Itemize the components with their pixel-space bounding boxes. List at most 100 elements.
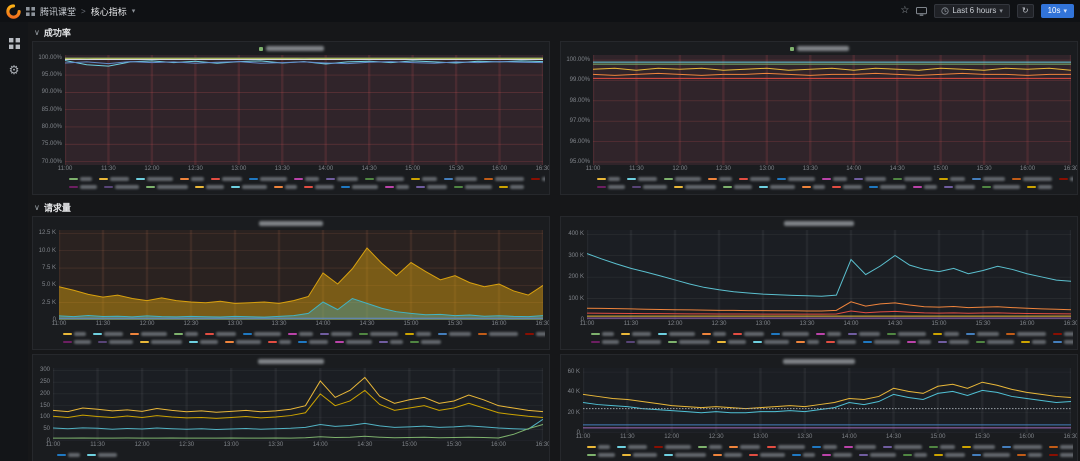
- legend-item[interactable]: [587, 445, 610, 449]
- legend-item[interactable]: [1049, 445, 1073, 449]
- legend-item[interactable]: [268, 340, 291, 344]
- legend-item[interactable]: [802, 185, 825, 189]
- legend-item[interactable]: [597, 177, 620, 181]
- legend-item[interactable]: [411, 177, 437, 181]
- legend-item[interactable]: [231, 185, 267, 189]
- legend-item[interactable]: [627, 177, 657, 181]
- legend-item[interactable]: [913, 185, 937, 189]
- legend-item[interactable]: [753, 340, 789, 344]
- legend-item[interactable]: [189, 340, 218, 344]
- legend-item[interactable]: [723, 185, 752, 189]
- legend-item[interactable]: [816, 332, 841, 336]
- legend-item[interactable]: [591, 340, 619, 344]
- legend-item[interactable]: [288, 332, 313, 336]
- legend-item[interactable]: [749, 453, 785, 457]
- legend-item[interactable]: [733, 332, 764, 336]
- chart-plot[interactable]: [65, 55, 543, 165]
- legend-item[interactable]: [136, 177, 173, 181]
- legend-item[interactable]: [93, 332, 123, 336]
- grafana-logo-icon[interactable]: [0, 0, 26, 22]
- legend-item[interactable]: [416, 185, 447, 189]
- legend-item[interactable]: [525, 332, 545, 336]
- legend-item[interactable]: [844, 445, 876, 449]
- legend-item[interactable]: [792, 453, 815, 457]
- legend-item[interactable]: [854, 177, 886, 181]
- legend-item[interactable]: [87, 453, 117, 457]
- legend-item[interactable]: [929, 445, 955, 449]
- legend-item[interactable]: [587, 453, 615, 457]
- legend-item[interactable]: [982, 185, 1020, 189]
- legend-item[interactable]: [531, 177, 545, 181]
- legend-item[interactable]: [938, 340, 969, 344]
- legend-item[interactable]: [848, 332, 880, 336]
- legend-item[interactable]: [887, 332, 926, 336]
- legend-item[interactable]: [832, 185, 862, 189]
- legend-item[interactable]: [934, 453, 965, 457]
- legend-item[interactable]: [826, 340, 856, 344]
- refresh-button[interactable]: ↻: [1016, 4, 1034, 18]
- legend-item[interactable]: [1053, 340, 1073, 344]
- settings-gear-icon[interactable]: ⚙: [8, 63, 20, 77]
- star-icon[interactable]: ☆: [900, 5, 910, 16]
- legend-item[interactable]: [939, 177, 965, 181]
- legend-item[interactable]: [359, 332, 398, 336]
- legend-item[interactable]: [405, 332, 431, 336]
- legend-item[interactable]: [664, 453, 706, 457]
- legend-item[interactable]: [859, 453, 896, 457]
- chevron-down-icon[interactable]: ▾: [131, 8, 136, 15]
- legend-item[interactable]: [211, 177, 242, 181]
- dashboard-grid-icon[interactable]: [26, 6, 35, 16]
- row-header-success-rate[interactable]: ∨ 成功率: [34, 26, 1076, 39]
- legend-item[interactable]: [379, 340, 403, 344]
- legend-item[interactable]: [174, 332, 198, 336]
- legend-item[interactable]: [933, 332, 959, 336]
- legend-item[interactable]: [484, 177, 524, 181]
- chart-plot[interactable]: [587, 230, 1071, 320]
- legend-item[interactable]: [410, 340, 441, 344]
- legend-item[interactable]: [1006, 332, 1046, 336]
- legend-item[interactable]: [341, 185, 378, 189]
- legend-item[interactable]: [893, 177, 932, 181]
- legend-item[interactable]: [243, 332, 281, 336]
- panel-title[interactable]: [33, 217, 549, 230]
- row-header-request-volume[interactable]: ∨ 请求量: [34, 201, 1076, 214]
- legend-item[interactable]: [365, 177, 404, 181]
- legend-item[interactable]: [225, 340, 261, 344]
- breadcrumb-app[interactable]: 腾讯课堂: [40, 6, 77, 17]
- legend-item[interactable]: [104, 185, 139, 189]
- legend-item[interactable]: [1027, 185, 1052, 189]
- legend-item[interactable]: [294, 177, 319, 181]
- legend-item[interactable]: [304, 185, 334, 189]
- legend-item[interactable]: [664, 177, 701, 181]
- legend-item[interactable]: [729, 445, 760, 449]
- legend-item[interactable]: [976, 340, 1014, 344]
- chart-plot[interactable]: [59, 230, 543, 320]
- panel-title[interactable]: [561, 355, 1077, 368]
- legend-item[interactable]: [444, 177, 477, 181]
- legend-item[interactable]: [1059, 177, 1073, 181]
- panel-title[interactable]: [33, 355, 549, 368]
- legend-item[interactable]: [298, 340, 328, 344]
- legend-item[interactable]: [796, 340, 819, 344]
- legend-item[interactable]: [98, 340, 133, 344]
- legend-item[interactable]: [869, 185, 906, 189]
- legend-item[interactable]: [69, 177, 92, 181]
- chart-plot[interactable]: [593, 55, 1071, 165]
- panel-title[interactable]: [33, 42, 549, 55]
- legend-item[interactable]: [626, 340, 661, 344]
- legend-item[interactable]: [326, 177, 358, 181]
- legend-item[interactable]: [130, 332, 167, 336]
- legend-item[interactable]: [966, 332, 999, 336]
- legend-item[interactable]: [591, 332, 614, 336]
- legend-item[interactable]: [597, 185, 625, 189]
- legend-item[interactable]: [713, 453, 742, 457]
- legend-item[interactable]: [972, 177, 1005, 181]
- legend-item[interactable]: [702, 332, 726, 336]
- legend-item[interactable]: [63, 332, 86, 336]
- legend-item[interactable]: [767, 445, 805, 449]
- legend-item[interactable]: [617, 445, 647, 449]
- legend-item[interactable]: [195, 185, 224, 189]
- legend-item[interactable]: [205, 332, 236, 336]
- legend-item[interactable]: [972, 453, 1010, 457]
- legend-item[interactable]: [99, 177, 129, 181]
